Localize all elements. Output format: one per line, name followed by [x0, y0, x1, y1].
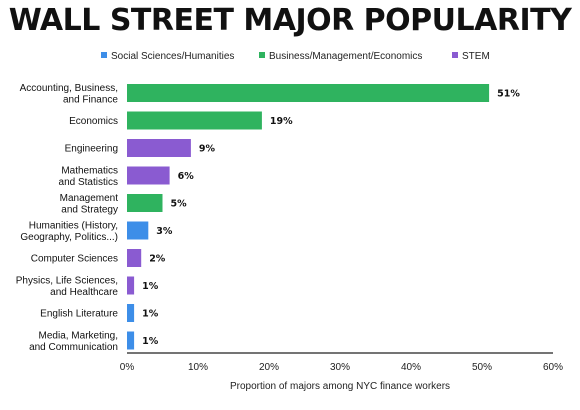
x-tick-label: 0% [120, 362, 135, 373]
bar [127, 221, 149, 240]
category-label: Media, Marketing, and Communication [29, 330, 118, 353]
category-label: Mathematics and Statistics [59, 165, 118, 188]
value-label: 5% [171, 199, 188, 210]
bar [127, 304, 135, 322]
x-tick-labels: 0% 10% 20% 30% 40% 50% 60% [120, 362, 563, 373]
category-label: Management and Strategy [60, 193, 119, 216]
value-label: 3% [156, 226, 173, 237]
x-tick-label: 50% [472, 362, 492, 373]
legend-label: Business/Management/Economics [269, 51, 422, 62]
category-label: Economics [69, 116, 118, 127]
category-label: Physics, Life Sciences, and Healthcare [16, 275, 119, 298]
legend-label: STEM [462, 51, 490, 62]
value-label: 2% [149, 254, 166, 265]
legend: Social Sciences/Humanities Business/Manag… [101, 51, 490, 62]
bars [127, 84, 490, 350]
category-label: Computer Sciences [31, 254, 118, 265]
bar [127, 331, 135, 350]
category-label: Accounting, Business, and Finance [20, 83, 119, 106]
bar [127, 276, 135, 295]
bar [127, 139, 191, 157]
category-label: Engineering [65, 144, 118, 155]
legend-swatch [101, 52, 107, 58]
value-label: 6% [178, 171, 195, 182]
chart-title: WALL STREET MAJOR POPULARITY [9, 3, 573, 38]
x-axis-label: Proportion of majors among NYC finance w… [230, 381, 450, 392]
x-tick-label: 30% [330, 362, 350, 373]
x-tick-label: 40% [401, 362, 421, 373]
x-tick-label: 60% [543, 362, 563, 373]
value-label: 9% [199, 144, 216, 155]
bar [127, 111, 262, 130]
value-label: 19% [270, 116, 293, 127]
legend-label: Social Sciences/Humanities [111, 51, 234, 62]
bar [127, 249, 142, 267]
category-label: English Literature [40, 309, 118, 320]
category-labels: Accounting, Business, and Finance Economic… [16, 83, 119, 353]
bar [127, 166, 170, 185]
value-labels: 51% 19% 9% 6% 5% 3% 2% 1% 1% 1% [142, 89, 520, 348]
x-tick-label: 20% [259, 362, 279, 373]
legend-swatch [259, 52, 265, 58]
value-label: 51% [497, 89, 520, 100]
bar [127, 84, 490, 102]
value-label: 1% [142, 281, 159, 292]
bar [127, 194, 163, 212]
value-label: 1% [142, 309, 159, 320]
legend-swatch [452, 52, 458, 58]
value-label: 1% [142, 336, 159, 347]
category-label: Humanities (History, Geography, Politics.… [20, 220, 118, 243]
x-tick-label: 10% [188, 362, 208, 373]
